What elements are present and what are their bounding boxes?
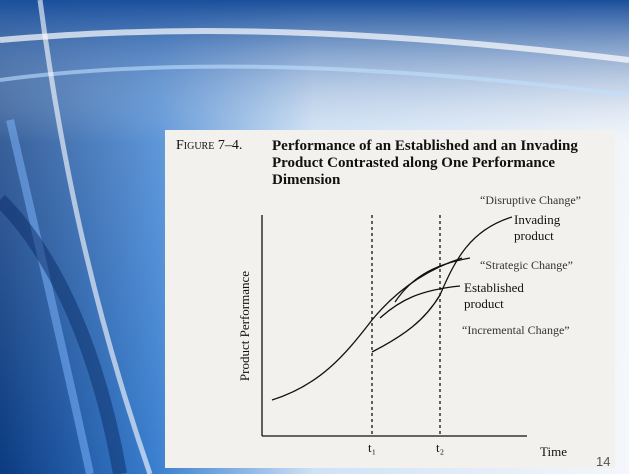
slide: Figure 7–4. Performance of an Establishe…	[0, 0, 629, 474]
page-number: 14	[596, 454, 610, 469]
y-axis-label: Product Performance	[237, 261, 253, 391]
change-label: “Strategic Change”	[480, 258, 573, 273]
figure-title: Performance of an Established and an Inv…	[272, 138, 607, 189]
curve-label: Invading product	[514, 212, 574, 244]
time-marker: t₁	[368, 440, 376, 456]
time-marker: t₂	[436, 440, 444, 456]
curve-label: Established product	[464, 280, 544, 312]
change-label: “Disruptive Change”	[480, 193, 581, 208]
change-label: “Incremental Change”	[462, 323, 570, 338]
x-axis-label: Time	[540, 444, 567, 460]
figure-label: Figure 7–4.	[176, 138, 242, 154]
